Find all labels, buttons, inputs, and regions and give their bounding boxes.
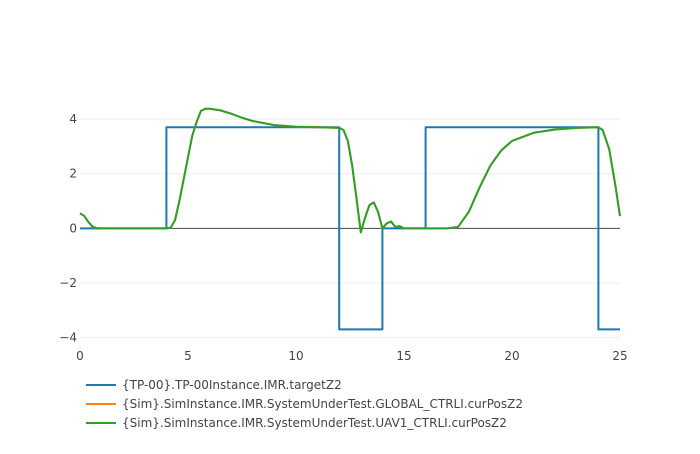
legend[interactable]: {TP-00}.TP-00Instance.IMR.targetZ2 {Sim}.… [86, 378, 523, 430]
legend-label: {TP-00}.TP-00Instance.IMR.targetZ2 [122, 378, 342, 392]
legend-item-2[interactable]: {Sim}.SimInstance.IMR.SystemUnderTest.GL… [86, 397, 523, 411]
legend-label: {Sim}.SimInstance.IMR.SystemUnderTest.GL… [122, 397, 523, 411]
x-tick-label: 0 [76, 349, 84, 363]
series-line-3 [79, 107, 621, 234]
x-axis-ticks: 0 5 10 15 20 25 [76, 349, 627, 363]
y-tick-label: 2 [69, 167, 77, 181]
x-tick-label: 15 [396, 349, 411, 363]
series-line-1 [80, 126, 620, 331]
series-layer [79, 107, 621, 331]
legend-item-1[interactable]: {TP-00}.TP-00Instance.IMR.targetZ2 [86, 378, 342, 392]
grid [80, 118, 620, 339]
x-tick-label: 10 [288, 349, 303, 363]
y-axis-ticks: −4 −2 0 2 4 [59, 112, 77, 344]
x-tick-label: 20 [504, 349, 519, 363]
y-tick-label: 0 [69, 221, 77, 235]
x-tick-label: 25 [612, 349, 627, 363]
legend-item-3[interactable]: {Sim}.SimInstance.IMR.SystemUnderTest.UA… [86, 416, 507, 430]
legend-label: {Sim}.SimInstance.IMR.SystemUnderTest.UA… [122, 416, 507, 430]
x-tick-label: 5 [184, 349, 192, 363]
y-tick-label: −4 [59, 331, 77, 345]
y-tick-label: 4 [69, 112, 77, 126]
y-tick-label: −2 [59, 276, 77, 290]
